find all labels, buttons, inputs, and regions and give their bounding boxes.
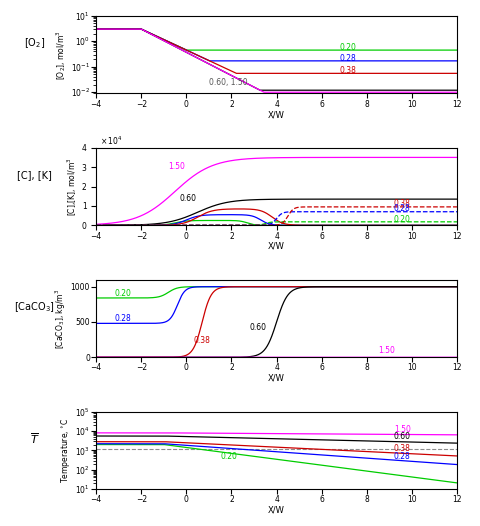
Text: 0.20: 0.20 <box>393 215 410 224</box>
Text: 0.38: 0.38 <box>393 444 410 453</box>
Text: 1.50: 1.50 <box>377 346 394 356</box>
Text: 0.20: 0.20 <box>114 289 131 298</box>
Text: 0.28: 0.28 <box>393 204 410 214</box>
Text: 0.60: 0.60 <box>393 432 410 441</box>
X-axis label: X/W: X/W <box>267 374 285 383</box>
Text: 0.38: 0.38 <box>193 336 210 345</box>
Text: 0.28: 0.28 <box>339 54 356 63</box>
Text: 0.60, 1.50: 0.60, 1.50 <box>208 77 247 87</box>
X-axis label: X/W: X/W <box>267 242 285 251</box>
Text: 0.28: 0.28 <box>114 314 131 323</box>
Text: [C], [K]: [C], [K] <box>17 170 52 180</box>
Text: [O$_2$]: [O$_2$] <box>24 36 46 50</box>
Text: 0.20: 0.20 <box>220 451 237 461</box>
Text: $\times\,10^4$: $\times\,10^4$ <box>100 134 122 147</box>
Y-axis label: [O$_2$], mol/m$^3$: [O$_2$], mol/m$^3$ <box>54 29 68 79</box>
Text: 0.28: 0.28 <box>393 451 410 461</box>
Text: [CaCO$_3$]: [CaCO$_3$] <box>14 300 55 313</box>
Text: 0.60: 0.60 <box>249 323 266 332</box>
Text: 0.38: 0.38 <box>393 199 410 208</box>
Y-axis label: [CaCO$_3$], kg/m$^3$: [CaCO$_3$], kg/m$^3$ <box>53 288 68 349</box>
Text: 1.50: 1.50 <box>168 162 185 171</box>
Y-axis label: Temperature, $^{\circ}$C: Temperature, $^{\circ}$C <box>59 418 72 483</box>
Y-axis label: [C],[K], mol/m$^3$: [C],[K], mol/m$^3$ <box>65 157 79 216</box>
Text: 0.60: 0.60 <box>179 194 196 203</box>
Text: 0.38: 0.38 <box>339 66 356 75</box>
X-axis label: X/W: X/W <box>267 506 285 515</box>
Text: 1.50: 1.50 <box>393 426 410 434</box>
Text: $\overline{T}$: $\overline{T}$ <box>30 431 39 446</box>
Text: 0.20: 0.20 <box>339 43 356 52</box>
X-axis label: X/W: X/W <box>267 110 285 119</box>
